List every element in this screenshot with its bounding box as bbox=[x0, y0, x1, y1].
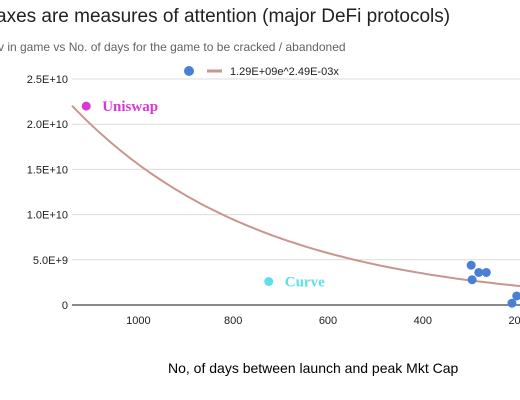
data-point bbox=[466, 260, 476, 270]
y-tick-label: 0 bbox=[62, 300, 68, 312]
highlight-point bbox=[81, 101, 91, 111]
legend-marker bbox=[184, 66, 194, 76]
x-tick-label: 1000 bbox=[126, 315, 150, 327]
data-point bbox=[507, 298, 517, 308]
data-point bbox=[467, 275, 477, 285]
y-tick-label: 5.0E+9 bbox=[33, 255, 68, 267]
chart-title: axes are measures of attention (major De… bbox=[0, 6, 451, 27]
x-tick-label: 400 bbox=[414, 315, 432, 327]
x-tick-label: 600 bbox=[319, 315, 337, 327]
y-tick-label: 1.0E+10 bbox=[27, 210, 68, 222]
data-point bbox=[474, 267, 484, 277]
x-axis-ticks: 1000 800 600 400 200 bbox=[126, 315, 520, 327]
x-tick-label: 800 bbox=[224, 315, 242, 327]
y-axis-ticks: 0 5.0E+9 1.0E+10 1.5E+10 2.0E+10 2.5E+10 bbox=[27, 74, 68, 312]
data-points: Uniswap Curve bbox=[81, 99, 520, 308]
legend-label: 1.29E+09e^2.49E-03x bbox=[230, 66, 339, 78]
legend: 1.29E+09e^2.49E-03x bbox=[184, 66, 339, 78]
annotation-label: Curve bbox=[285, 274, 325, 290]
data-point bbox=[512, 291, 520, 301]
highlight-point bbox=[264, 276, 274, 286]
data-point bbox=[481, 267, 491, 277]
y-tick-label: 1.5E+10 bbox=[27, 164, 68, 176]
chart-subtitle: v in game vs No. of days for the game to… bbox=[0, 40, 346, 54]
annotation-label: Uniswap bbox=[102, 99, 158, 115]
x-tick-label: 200 bbox=[508, 315, 520, 327]
y-tick-label: 2.5E+10 bbox=[27, 74, 68, 86]
x-axis-label: No, of days between launch and peak Mkt … bbox=[168, 360, 459, 376]
trendline bbox=[71, 105, 520, 287]
y-tick-label: 2.0E+10 bbox=[27, 119, 68, 131]
